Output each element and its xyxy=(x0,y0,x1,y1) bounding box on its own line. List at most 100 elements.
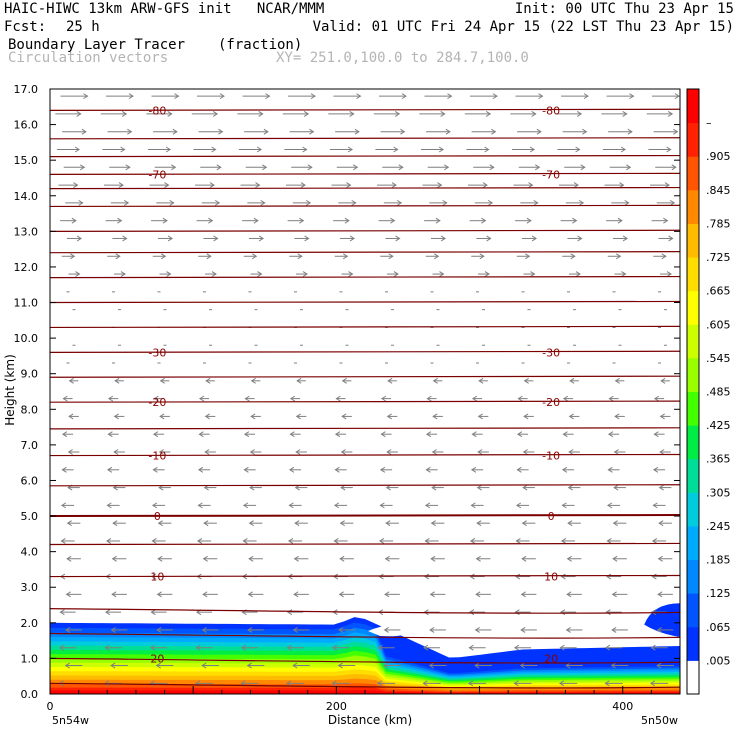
vector-arrowhead xyxy=(606,502,613,509)
vector-arrowhead xyxy=(517,395,523,402)
vector-arrowhead xyxy=(434,253,440,260)
vector-arrowhead xyxy=(75,271,81,277)
vector-arrowhead xyxy=(649,680,656,687)
vector-arrowhead xyxy=(351,199,357,206)
vector-arrowhead xyxy=(219,93,225,100)
vector-arrowhead xyxy=(120,146,126,153)
vector-arrowhead xyxy=(212,110,219,117)
vector-arrowhead xyxy=(300,182,306,189)
vector-arrowhead xyxy=(522,484,528,491)
vector-arrowhead xyxy=(123,199,130,206)
colorbar-swatch xyxy=(687,324,699,359)
vector-arrowhead xyxy=(442,199,448,206)
vector-arrowhead xyxy=(568,449,574,455)
vector-arrowhead xyxy=(150,609,156,616)
vector-arrowhead xyxy=(384,591,390,598)
vector-arrowhead xyxy=(560,538,567,544)
axes: 0.0 1.0 2.0 3.0 4.0 5.0 6.0 7.0 8.0 9.0 10.0 11.0 12… xyxy=(14,83,681,713)
vector-arrowhead xyxy=(59,609,65,616)
vector-arrowhead xyxy=(666,271,672,277)
vector-arrowhead xyxy=(613,484,619,491)
vector-arrowhead xyxy=(155,662,161,669)
vector-arrowhead xyxy=(513,644,520,651)
colorbar-label: .845 xyxy=(706,184,731,197)
vector-arrowhead xyxy=(340,449,346,455)
vector-arrowhead xyxy=(666,146,672,153)
vector-arrowhead xyxy=(428,662,434,669)
vector-arrowhead xyxy=(561,466,568,473)
vector-arrowhead xyxy=(167,235,174,242)
vector-arrowhead xyxy=(567,484,573,491)
vector-arrowhead xyxy=(566,591,572,598)
vector-arrowhead xyxy=(471,395,478,402)
vector-arrowhead xyxy=(286,644,292,651)
vector-arrowhead xyxy=(331,680,337,687)
vector-arrowhead xyxy=(349,110,355,117)
vector-arrowhead xyxy=(151,538,157,544)
vector-arrowhead xyxy=(560,573,566,580)
temperature-contour xyxy=(49,574,681,578)
vector-arrowhead xyxy=(338,591,344,598)
vector-arrowhead xyxy=(469,573,475,580)
vector-arrowhead xyxy=(74,146,81,153)
vector-arrowhead xyxy=(383,662,389,669)
vector-arrowhead xyxy=(387,377,393,384)
vector-arrowhead xyxy=(660,377,666,384)
vector-arrowhead xyxy=(250,377,256,384)
vector-arrowhead xyxy=(624,199,630,206)
colorbar-swatch xyxy=(687,357,699,392)
x-start-label: 5n54w xyxy=(52,714,89,727)
vector-arrowhead xyxy=(430,520,436,527)
vectors-label: Circulation vectors xyxy=(8,50,169,66)
vector-arrowhead xyxy=(514,573,521,580)
vector-arrowhead xyxy=(611,627,617,633)
vector-arrowhead xyxy=(622,235,629,242)
vector-arrowhead xyxy=(393,271,399,277)
vector-arrowhead xyxy=(349,235,356,242)
vector-arrowhead xyxy=(573,182,579,189)
colorbar-label: .305 xyxy=(706,486,731,499)
vector-arrowhead xyxy=(152,431,159,438)
vector-arrowhead xyxy=(394,110,401,117)
contour-label: -10 xyxy=(148,450,166,463)
vector-arrowhead xyxy=(256,146,263,153)
colorbar-label: .605 xyxy=(706,318,731,331)
vector-arrowhead xyxy=(334,431,341,438)
vector-arrowhead xyxy=(435,217,441,224)
vector-arrowhead xyxy=(343,253,349,260)
vector-arrowhead xyxy=(195,644,201,651)
vector-arrowhead xyxy=(164,182,170,189)
vector-arrowhead xyxy=(263,128,269,135)
vector-arrowhead xyxy=(340,484,346,491)
vector-arrowhead xyxy=(204,449,210,455)
temperature-contour xyxy=(49,657,681,664)
vector-arrowhead xyxy=(470,502,476,509)
vector-arrowhead xyxy=(294,520,300,527)
y-tick-label: 8.0 xyxy=(21,403,39,416)
vector-arrowhead xyxy=(523,377,529,384)
vector-arrowhead xyxy=(477,449,483,455)
vector-arrowhead xyxy=(307,164,313,171)
vector-arrowhead xyxy=(153,395,159,402)
vector-arrowhead xyxy=(651,573,657,580)
field-units: (fraction) xyxy=(218,37,303,53)
vector-arrowhead xyxy=(161,253,167,260)
vector-arrowhead xyxy=(391,182,397,189)
colorbar-label: .185 xyxy=(706,554,731,567)
vector-arrowhead xyxy=(346,182,352,189)
vector-arrowhead xyxy=(614,413,620,420)
colorbar-label: .725 xyxy=(706,251,731,264)
vector-arrowhead xyxy=(656,627,662,633)
vector-arrowhead xyxy=(255,182,261,189)
vector-arrowhead xyxy=(68,413,74,420)
vector-arrowhead xyxy=(422,644,429,651)
vector-arrowhead xyxy=(478,377,484,384)
colorbar-swatch xyxy=(687,559,699,594)
vector-arrowhead xyxy=(570,253,576,260)
y-tick-label: 16.0 xyxy=(14,119,39,132)
vector-arrowhead xyxy=(669,199,676,206)
vector-arrowhead xyxy=(612,555,618,562)
vector-arrowhead xyxy=(667,110,674,117)
vector-arrowhead xyxy=(293,591,299,598)
vector-arrowhead xyxy=(201,662,207,669)
